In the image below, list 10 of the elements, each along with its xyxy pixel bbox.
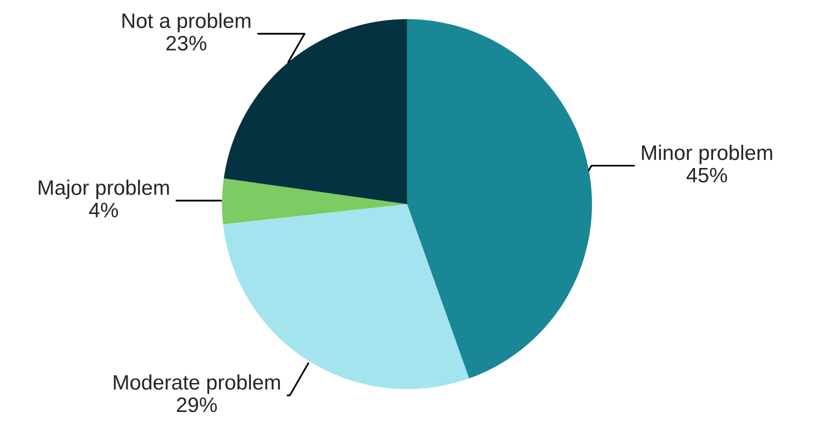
slice-label: Not a problem bbox=[122, 12, 250, 32]
data-label: 4% bbox=[89, 202, 118, 218]
pie-slice bbox=[407, 19, 592, 378]
data-label: 29% bbox=[176, 397, 217, 412]
data-label: 23% bbox=[166, 36, 206, 51]
slice-label: Moderate problem bbox=[114, 374, 280, 394]
data-label: 45% bbox=[686, 168, 728, 183]
pie-slice bbox=[222, 178, 407, 224]
slice-label: Minor problem bbox=[642, 144, 772, 164]
slice-label: Major problem bbox=[38, 180, 169, 200]
